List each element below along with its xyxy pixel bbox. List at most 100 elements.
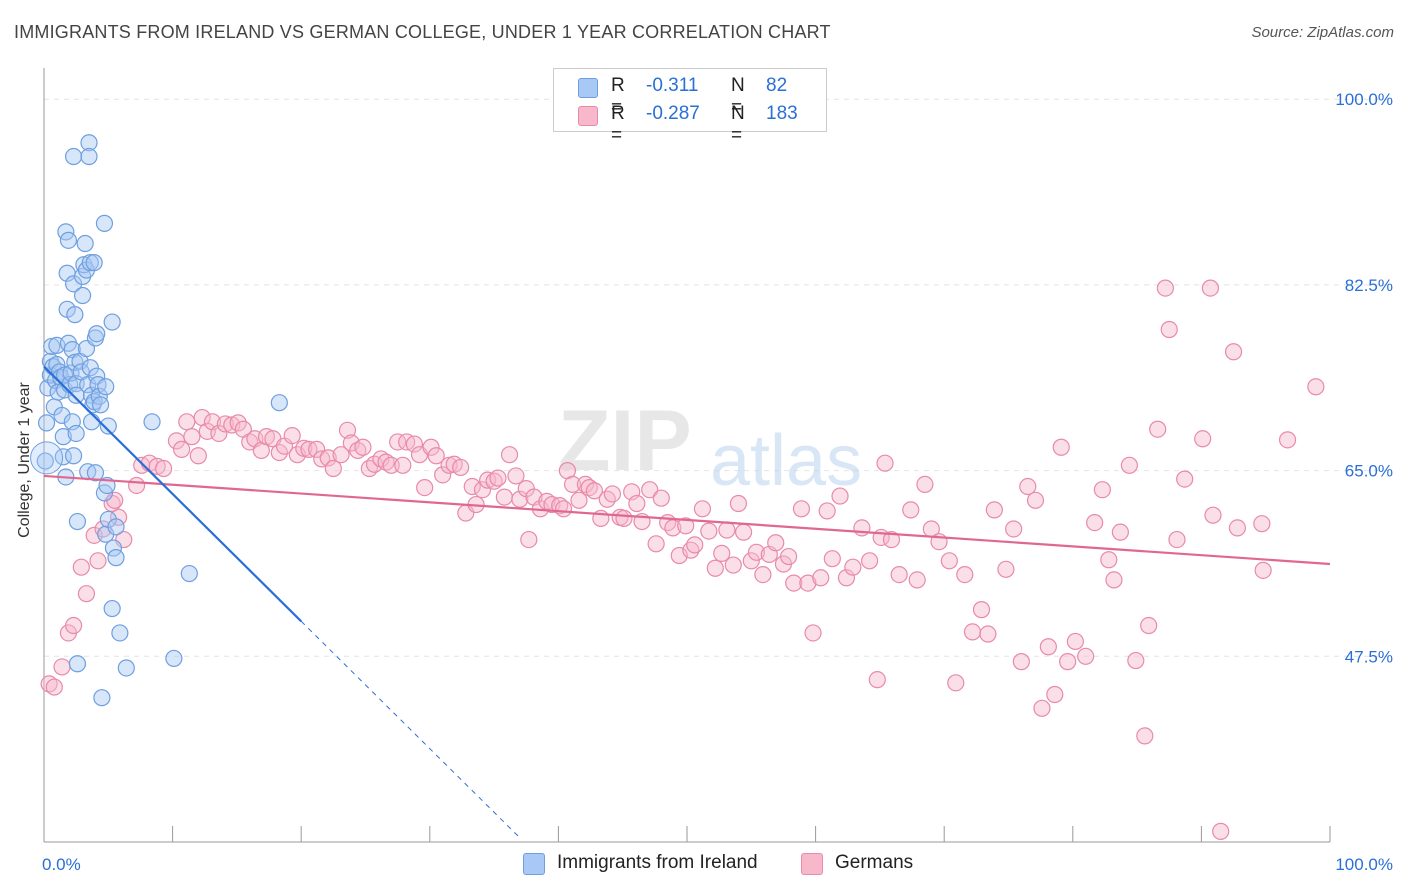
axes — [43, 68, 1331, 843]
germans-point — [489, 469, 507, 487]
germans-point — [257, 428, 276, 446]
ireland-point — [82, 413, 101, 431]
germans-point — [1168, 530, 1186, 549]
y-axis-label: College, Under 1 year — [16, 382, 33, 538]
germans-point — [570, 491, 588, 509]
germans-point — [53, 658, 71, 676]
germans-point — [183, 428, 201, 446]
germans-point — [1201, 279, 1220, 297]
ireland-point — [85, 254, 103, 272]
watermark-zip: ZIP — [558, 393, 692, 489]
legend-r-label: R = — [611, 103, 625, 146]
germans-point — [354, 438, 372, 456]
ireland-point — [103, 599, 121, 618]
germans-point — [64, 616, 83, 635]
ireland-point — [104, 539, 123, 557]
germans-point — [1120, 456, 1138, 474]
germans-point — [473, 481, 492, 499]
germans-point — [372, 450, 390, 468]
germans-trend-line — [43, 474, 1331, 566]
germans-point — [799, 574, 817, 592]
germans-point — [1228, 519, 1247, 537]
ireland-trend-extension — [300, 620, 521, 839]
germans-point — [127, 476, 146, 495]
germans-point — [785, 574, 803, 592]
germans-point — [189, 447, 207, 465]
germans-point — [1033, 699, 1051, 717]
germans-point — [45, 678, 63, 696]
germans-point — [463, 477, 481, 496]
germans-point — [734, 523, 753, 541]
ireland-point — [91, 396, 110, 414]
ireland-point — [59, 231, 78, 249]
watermark: ZIP atlas — [558, 393, 862, 501]
germans-point — [389, 433, 407, 451]
ireland-point — [64, 447, 83, 465]
germans-point — [1100, 551, 1118, 569]
bottom-legend-label-ireland: Immigrants from Ireland — [557, 852, 758, 873]
bottom-legend-label-germans: Germans — [835, 852, 914, 873]
germans-point — [940, 552, 958, 570]
germans-point — [700, 522, 718, 540]
ireland-point — [107, 549, 125, 567]
germans-point — [1176, 470, 1194, 488]
ireland-point — [43, 337, 61, 356]
germans-point — [652, 489, 670, 507]
germans-point — [1052, 438, 1070, 456]
germans-point — [1136, 727, 1154, 745]
germans-point — [754, 565, 772, 584]
y-tick-label: 100.0% — [1335, 90, 1393, 109]
germans-point — [1105, 571, 1123, 589]
germans-point — [313, 450, 331, 468]
germans-point — [434, 466, 452, 484]
ireland-point — [99, 417, 117, 435]
germans-point — [742, 552, 760, 570]
germans-point — [1093, 481, 1111, 499]
ireland-point — [270, 394, 288, 412]
germans-point — [154, 459, 173, 478]
germans-point — [507, 467, 525, 485]
ireland-point — [66, 306, 84, 324]
x-tick-label: 0.0% — [42, 855, 81, 874]
ireland-point — [81, 254, 99, 272]
germans-point — [1204, 506, 1222, 524]
chart-title: IMMIGRANTS FROM IRELAND VS GERMAN COLLEG… — [14, 22, 831, 42]
ireland-point — [36, 452, 54, 470]
legend-n-label: N = — [731, 75, 745, 118]
ireland-point — [103, 313, 121, 331]
germans-point — [1253, 515, 1271, 533]
germans-point — [563, 475, 582, 494]
germans-point — [1059, 653, 1077, 671]
germans-point — [1066, 632, 1084, 651]
germans-point — [812, 569, 830, 587]
germans-point — [963, 623, 982, 641]
legend-r-label: R = — [611, 75, 625, 118]
germans-point — [40, 675, 58, 693]
germans-point — [792, 500, 811, 518]
germans-point — [500, 446, 519, 464]
germans-point — [479, 471, 497, 489]
germans-point — [554, 500, 573, 518]
germans-point — [452, 458, 470, 477]
germans-point — [1127, 651, 1145, 670]
germans-point — [677, 517, 695, 535]
germans-point — [804, 624, 822, 642]
ireland-point — [107, 518, 125, 536]
germans-point — [628, 494, 646, 513]
germans-point — [713, 544, 731, 562]
germans-point — [1026, 491, 1045, 509]
germans-point — [956, 565, 974, 584]
germans-point — [1005, 520, 1023, 538]
germans-point — [647, 535, 665, 553]
germans-point — [1046, 685, 1064, 704]
y-tick-label: 65.0% — [1345, 462, 1393, 481]
ireland-point — [143, 413, 161, 431]
y-tick-label: 82.5% — [1345, 276, 1393, 295]
germans-point — [1086, 514, 1104, 532]
ireland-point — [30, 441, 64, 475]
legend-r-value: -0.287 — [646, 103, 700, 124]
germans-point — [210, 424, 228, 443]
germans-point — [77, 585, 96, 603]
legend-swatch-germans — [578, 106, 598, 126]
germans-point — [1019, 477, 1037, 496]
